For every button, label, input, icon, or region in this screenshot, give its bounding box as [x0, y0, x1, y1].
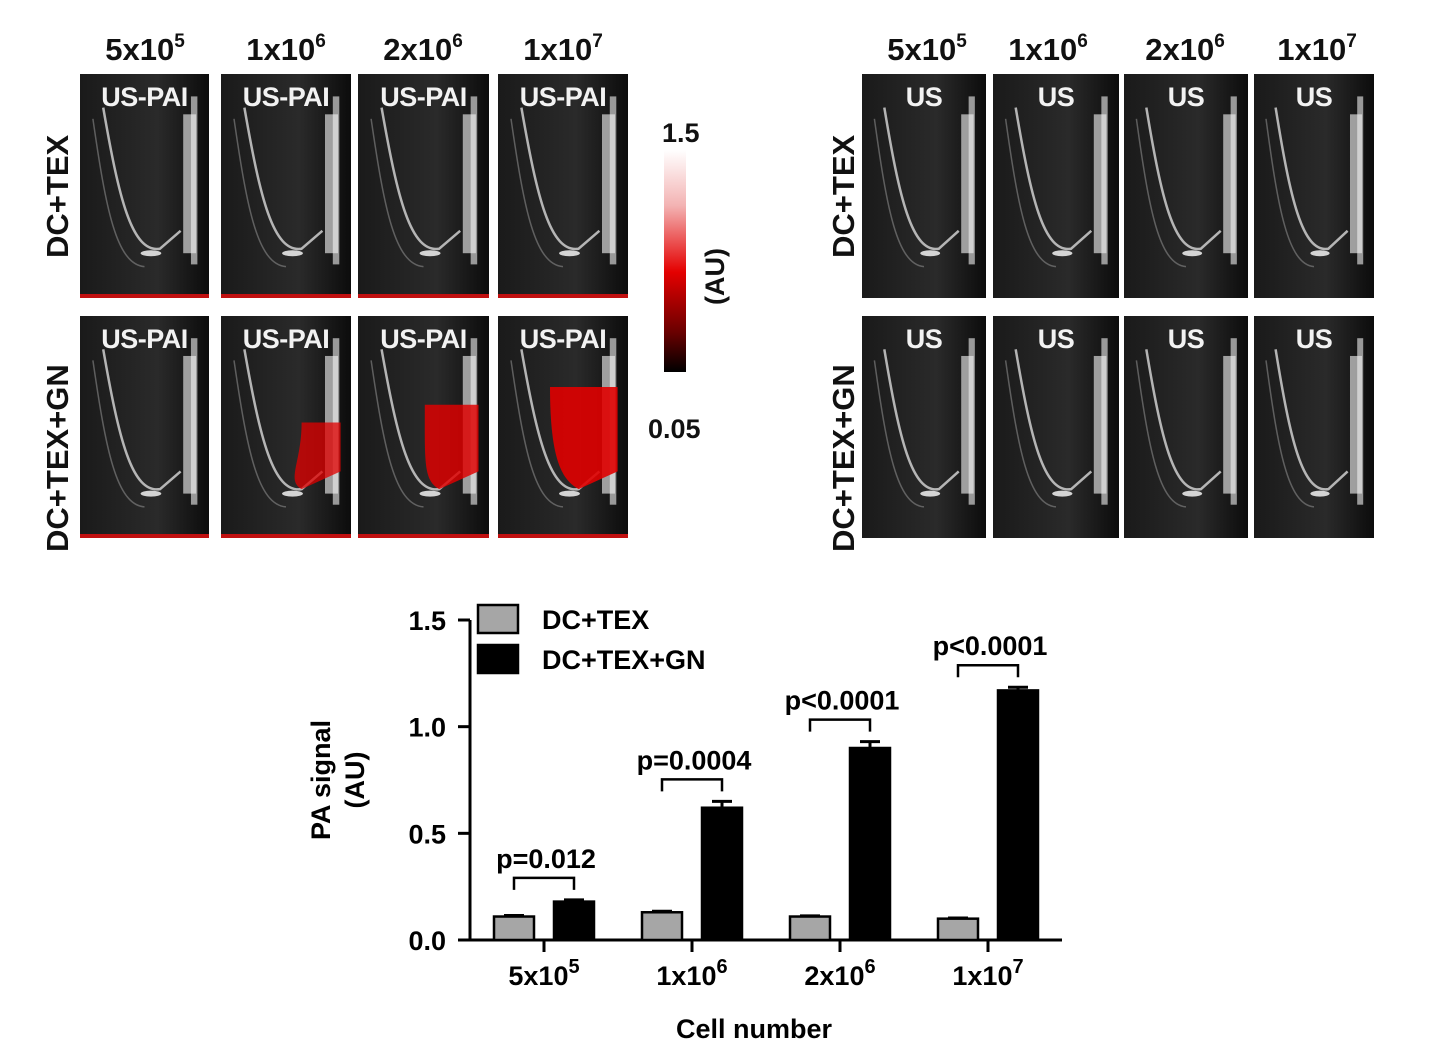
x-tick-label-base: 2x10: [804, 961, 864, 991]
tile-label: US: [1167, 324, 1205, 354]
x-tick-label-base: 1x10: [952, 961, 1012, 991]
p-value-label: p=0.0004: [637, 745, 752, 775]
tile-label: US-PAI: [101, 324, 188, 354]
bar-dc-tex-gn: [700, 806, 744, 942]
legend-swatch-dc-tex: [476, 603, 520, 635]
bar-dc-tex: [788, 915, 832, 942]
us-tile-r1-c1: US: [862, 74, 986, 298]
left-col-header-2: 1x106: [246, 30, 326, 67]
us-pai-tile-r1-c1: US-PAI: [80, 74, 209, 298]
tile-label: US-PAI: [380, 82, 467, 112]
ultrasound-image: [862, 74, 986, 298]
us-pai-tile-r2-c4: US-PAI: [498, 316, 628, 538]
bar-dc-tex: [936, 917, 980, 942]
us-tile-r2-c1: US: [862, 316, 986, 538]
tile-label: US: [905, 82, 943, 112]
tile-label: US: [1295, 324, 1333, 354]
tile-label: US-PAI: [242, 324, 330, 354]
us-pai-tile-r2-c2: US-PAI: [221, 316, 351, 538]
x-tick-label: 1x107: [952, 956, 1023, 991]
tile-label: US-PAI: [101, 82, 188, 112]
us-pai-tile-r1-c2: US-PAI: [221, 74, 351, 298]
y-tick-label: 0.0: [408, 926, 446, 956]
bar-dc-tex: [492, 915, 536, 942]
left-col-header-4: 1x107: [523, 30, 603, 67]
right-col-header-3: 2x106: [1145, 30, 1225, 67]
ultrasound-image: [498, 74, 628, 298]
legend-label-dc-tex: DC+TEX: [542, 605, 649, 635]
colorbar-min-label: 0.05: [648, 414, 701, 444]
x-tick-label-exponent: 6: [716, 956, 727, 978]
y-tick-label: 0.5: [408, 819, 446, 849]
tile-label: US: [1167, 82, 1205, 112]
tile-label: US-PAI: [242, 82, 330, 112]
right-col-header-2: 1x106: [1008, 30, 1088, 67]
us-pai-tile-r2-c3: US-PAI: [358, 316, 489, 538]
p-value-label: p=0.012: [496, 844, 596, 874]
ultrasound-image: [1124, 316, 1248, 538]
x-tick-label: 1x106: [656, 956, 727, 991]
bar-dc-tex-gn: [996, 689, 1040, 942]
significance-bracket: [512, 876, 576, 890]
ultrasound-image: [80, 74, 209, 298]
significance-bracket: [808, 718, 872, 732]
y-axis-label-line1: PA signal: [306, 720, 336, 840]
x-tick-label-exponent: 6: [864, 956, 875, 978]
ultrasound-image: [221, 74, 351, 298]
ultrasound-image: [1254, 74, 1374, 298]
tile-label: US: [1295, 82, 1333, 112]
left-col-header-3: 2x106: [383, 30, 463, 67]
ultrasound-image: [1254, 316, 1374, 538]
ultrasound-image: [80, 316, 209, 538]
x-tick-label-exponent: 5: [568, 956, 579, 978]
us-tile-r2-c2: US: [993, 316, 1119, 538]
ultrasound-image: [993, 74, 1119, 298]
us-tile-r2-c4: US: [1254, 316, 1374, 538]
ultrasound-image: [358, 74, 489, 298]
legend-swatch-dc-tex-gn: [476, 643, 520, 675]
tile-label: US-PAI: [519, 324, 607, 354]
right-col-header-1: 5x105: [887, 30, 967, 67]
p-value-label: p<0.0001: [933, 631, 1048, 661]
significance-bracket: [956, 663, 1020, 678]
left-col-header-1: 5x105: [105, 30, 185, 67]
legend-label-dc-tex-gn: DC+TEX+GN: [542, 645, 706, 675]
x-tick-label-base: 1x10: [656, 961, 716, 991]
us-pai-tile-r2-c1: US-PAI: [80, 316, 209, 538]
bar-dc-tex: [640, 911, 684, 942]
tile-label: US-PAI: [519, 82, 607, 112]
ultrasound-image: [358, 316, 489, 538]
ultrasound-image: [1124, 74, 1248, 298]
ultrasound-image: [862, 316, 986, 538]
right-col-header-4: 1x107: [1277, 30, 1357, 67]
ultrasound-image: [498, 316, 628, 538]
x-tick-label: 5x105: [508, 956, 579, 991]
tile-label: US: [1037, 82, 1075, 112]
ultrasound-image: [993, 316, 1119, 538]
tile-label: US-PAI: [380, 324, 467, 354]
ultrasound-image: [221, 316, 351, 538]
p-value-label: p<0.0001: [785, 686, 900, 716]
x-axis-label: Cell number: [676, 1014, 833, 1044]
significance-bracket: [660, 778, 724, 792]
us-pai-tile-r1-c4: US-PAI: [498, 74, 628, 298]
us-tile-r1-c4: US: [1254, 74, 1374, 298]
y-tick-label: 1.5: [408, 606, 446, 636]
us-tile-r1-c3: US: [1124, 74, 1248, 298]
y-tick-label: 1.0: [408, 713, 446, 743]
x-tick-label: 2x106: [804, 956, 875, 991]
bar-dc-tex-gn: [552, 900, 596, 942]
us-pai-tile-r1-c3: US-PAI: [358, 74, 489, 298]
colorbar: [664, 150, 686, 372]
tile-label: US: [905, 324, 943, 354]
x-tick-label-exponent: 7: [1012, 956, 1023, 978]
y-axis-label-line2: (AU): [340, 752, 370, 809]
tile-label: US: [1037, 324, 1075, 354]
x-tick-label-base: 5x10: [508, 961, 568, 991]
us-tile-r1-c2: US: [993, 74, 1119, 298]
us-tile-r2-c3: US: [1124, 316, 1248, 538]
bar-dc-tex-gn: [848, 746, 892, 942]
colorbar-max-label: 1.5: [662, 118, 700, 148]
